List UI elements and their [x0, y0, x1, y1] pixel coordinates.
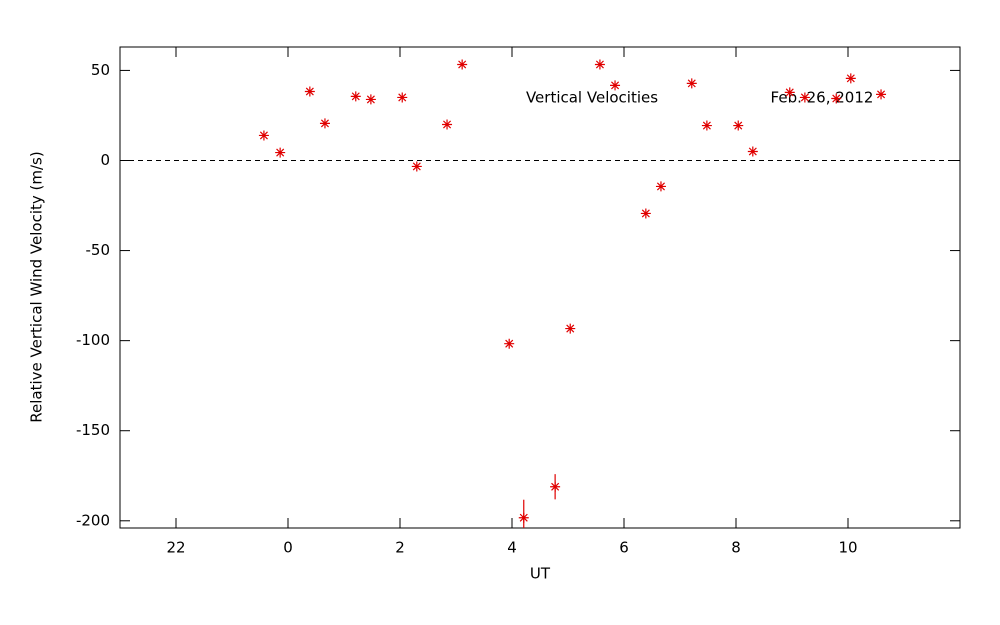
point	[365, 94, 376, 105]
point	[701, 120, 712, 131]
x-tick-label: 8	[731, 539, 741, 557]
x-tick-label: 6	[619, 539, 629, 557]
point	[876, 89, 887, 100]
y-tick-label: 0	[100, 151, 110, 169]
annotation: Feb. 26, 2012	[771, 89, 874, 107]
point	[457, 59, 468, 70]
point	[655, 181, 666, 192]
point	[747, 146, 758, 157]
y-tick-label: -100	[76, 331, 110, 349]
point	[799, 92, 810, 103]
point	[319, 118, 330, 129]
point	[565, 323, 576, 334]
y-tick-label: -50	[86, 241, 111, 259]
point	[350, 91, 361, 102]
point	[518, 512, 529, 523]
point	[550, 481, 561, 492]
point	[594, 59, 605, 70]
point	[733, 120, 744, 131]
point	[640, 208, 651, 219]
point	[275, 147, 286, 158]
x-tick-label: 2	[395, 539, 405, 557]
point	[610, 80, 621, 91]
x-tick-label: 10	[838, 539, 857, 557]
y-tick-label: -200	[76, 511, 110, 529]
plot-frame	[119, 46, 961, 529]
x-tick-label: 22	[166, 539, 185, 557]
point	[504, 338, 515, 349]
x-tick-label: 4	[507, 539, 517, 557]
annotation: Vertical Velocities	[526, 89, 658, 107]
point	[411, 161, 422, 172]
x-axis-label: UT	[530, 565, 551, 583]
point	[258, 130, 269, 141]
point	[845, 73, 856, 84]
point	[304, 86, 315, 97]
y-axis-label: Relative Vertical Wind Velocity (m/s)	[28, 151, 46, 422]
point	[686, 78, 697, 89]
point	[397, 92, 408, 103]
x-tick-label: 0	[283, 539, 293, 557]
point	[784, 87, 795, 98]
y-tick-label: -150	[76, 421, 110, 439]
point	[831, 93, 842, 104]
point	[442, 119, 453, 130]
y-tick-label: 50	[91, 61, 110, 79]
